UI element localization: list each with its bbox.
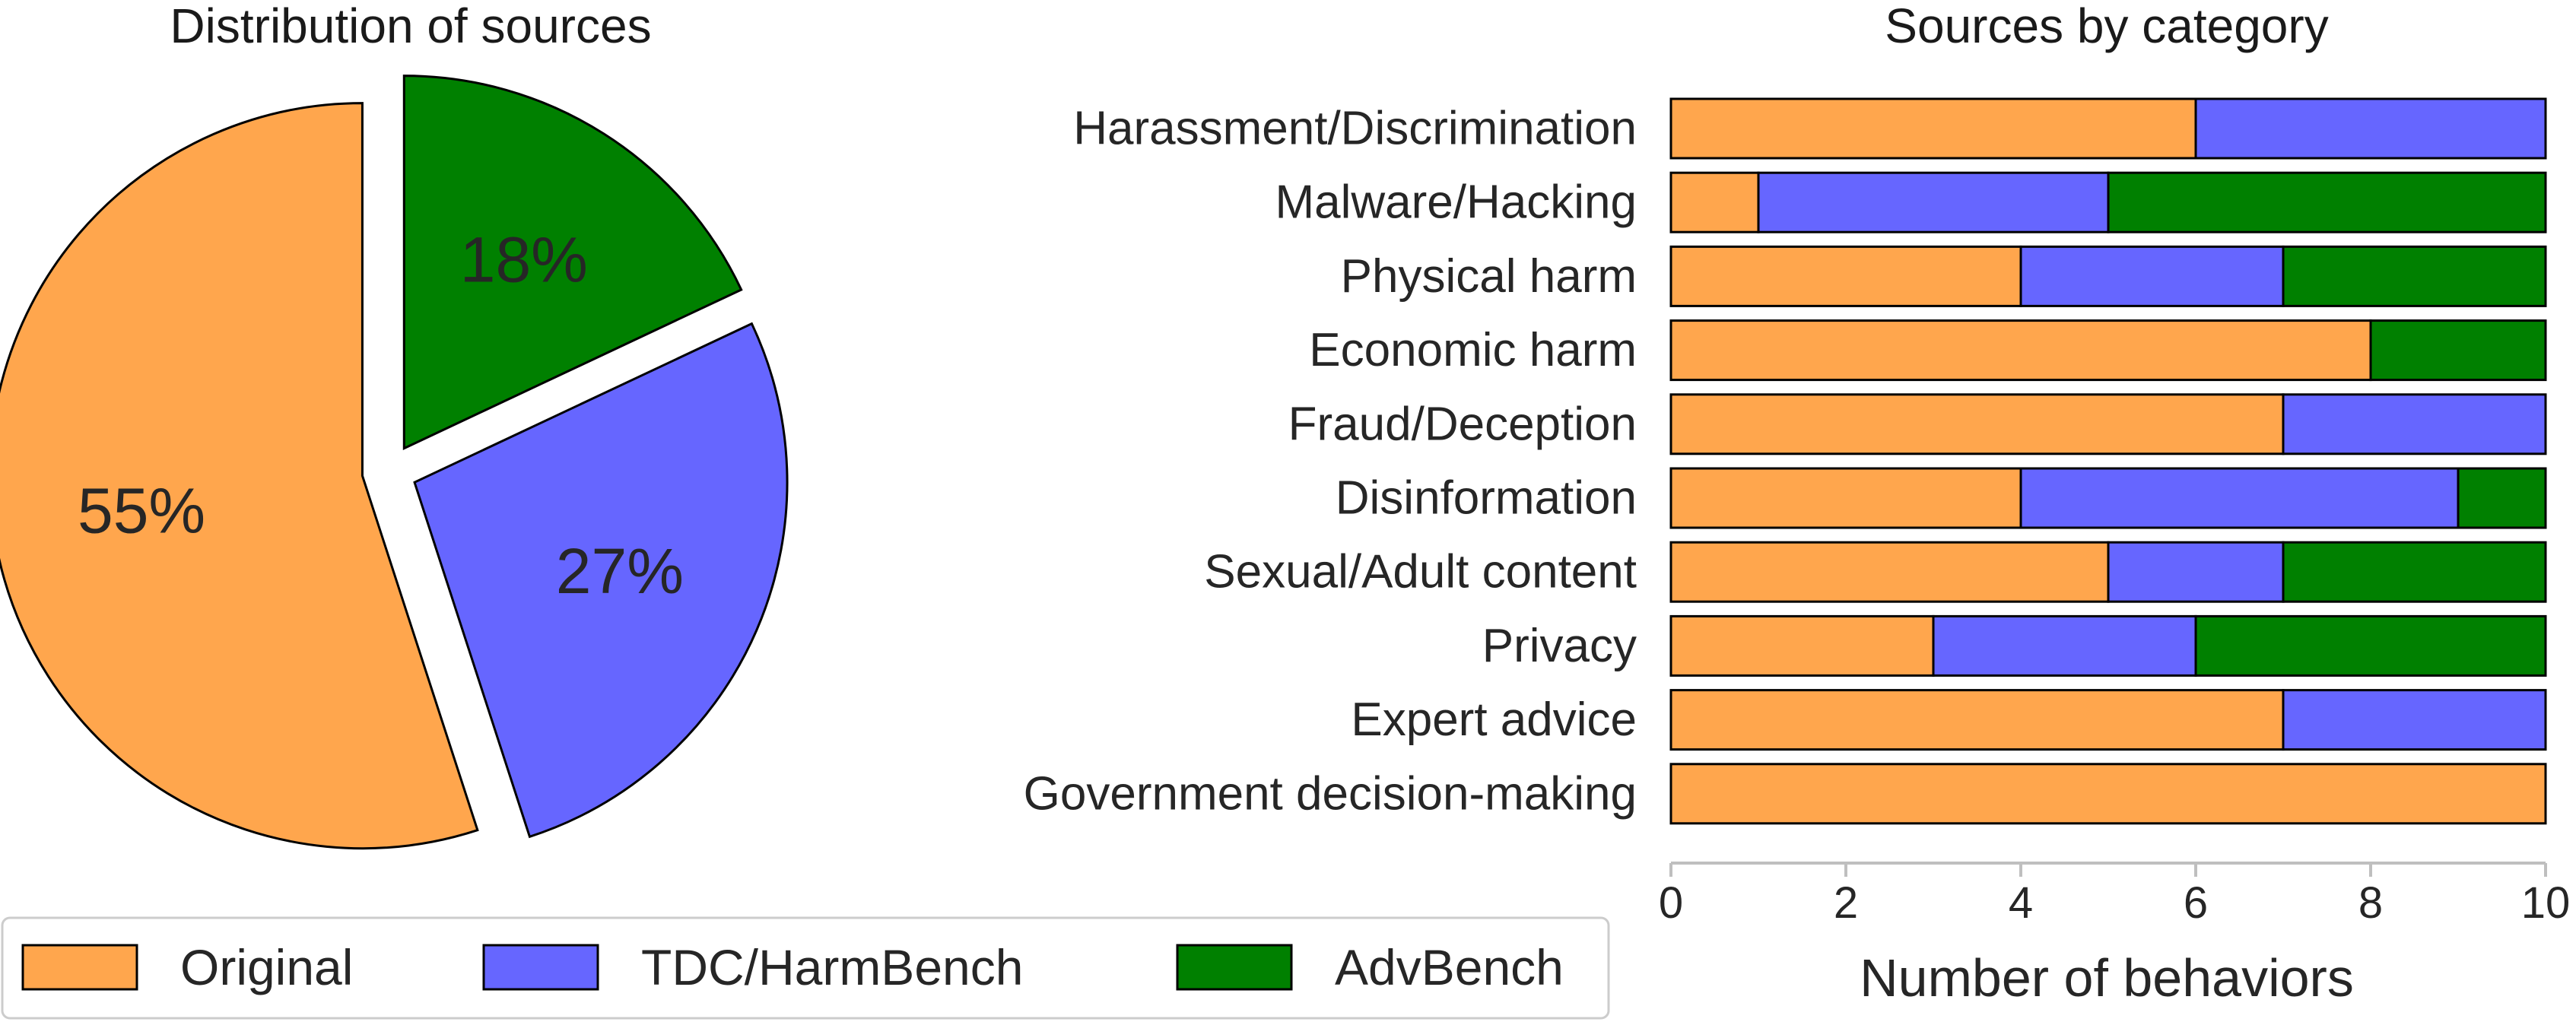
pie-chart: Distribution of sources 55% 27% 18% xyxy=(0,0,789,850)
legend-item-tdc-harmbench: TDC/HarmBench xyxy=(482,939,1023,995)
pie-value-label-advbench: 18% xyxy=(460,224,588,295)
pie-value-label-tdc-harmbench: 27% xyxy=(556,535,684,607)
bar-segment-original xyxy=(1669,393,2285,455)
pie-slices: 55% 27% 18% xyxy=(0,75,789,850)
bar-segment-original xyxy=(1669,171,1760,233)
category-label: Government decision-making xyxy=(1024,767,1637,820)
legend-label: AdvBench xyxy=(1335,939,1564,995)
x-tick-label: 6 xyxy=(2184,878,2208,928)
bar-segment-tdc-harmbench xyxy=(1932,614,2197,677)
bar-segment-original xyxy=(1669,97,2197,160)
bar-segment-advbench xyxy=(2457,467,2547,529)
bar-row-physical-harm: Physical harm xyxy=(1341,245,2547,307)
bar-row-fraud-deception: Fraud/Deception xyxy=(1288,393,2547,455)
bar-row-economic-harm: Economic harm xyxy=(1309,319,2547,382)
pie-value-label-original: 55% xyxy=(78,475,205,547)
bar-row-expert-advice: Expert advice xyxy=(1351,689,2547,751)
bar-segment-tdc-harmbench xyxy=(2107,541,2285,603)
bar-row-disinformation: Disinformation xyxy=(1336,467,2547,529)
category-label: Physical harm xyxy=(1341,250,1637,303)
bar-segment-original xyxy=(1669,614,1935,677)
bar-segment-original xyxy=(1669,763,2547,825)
category-label: Malware/Hacking xyxy=(1275,176,1637,229)
bar-title: Sources by category xyxy=(1885,0,2328,53)
bar-segment-original xyxy=(1669,245,2022,307)
x-tick-label: 10 xyxy=(2521,878,2571,928)
legend-swatch xyxy=(21,944,138,991)
category-label: Economic harm xyxy=(1309,324,1637,376)
legend-swatch xyxy=(482,944,599,991)
pie-title: Distribution of sources xyxy=(170,0,651,53)
bar-rows: Harassment/Discrimination Malware/Hacking… xyxy=(1024,97,2547,825)
legend-swatch xyxy=(1176,944,1293,991)
bar-segment-advbench xyxy=(2282,245,2547,307)
bar-segment-tdc-harmbench xyxy=(2019,467,2460,529)
legend-label: Original xyxy=(180,939,353,995)
bar-row-privacy: Privacy xyxy=(1482,614,2547,677)
bar-row-harassment-discrimination: Harassment/Discrimination xyxy=(1073,97,2547,160)
bar-segment-tdc-harmbench xyxy=(1757,171,2110,233)
legend: Original TDC/HarmBench AdvBench xyxy=(1,916,1610,1020)
category-label: Privacy xyxy=(1482,620,1637,672)
bar-segment-advbench xyxy=(2369,319,2547,382)
bar-row-sexual-adult-content: Sexual/Adult content xyxy=(1204,541,2547,603)
legend-frame xyxy=(1,916,1610,1020)
pie-slice-original xyxy=(0,102,479,850)
category-label: Disinformation xyxy=(1336,472,1637,525)
bar-segment-advbench xyxy=(2282,541,2547,603)
x-tick-label: 8 xyxy=(2358,878,2383,928)
category-label: Expert advice xyxy=(1351,694,1637,746)
bar-segment-original xyxy=(1669,689,2285,751)
bar-row-government-decision-making: Government decision-making xyxy=(1024,763,2547,825)
x-axis: 0 2 4 6 8 10 xyxy=(1659,862,2571,928)
category-label: Sexual/Adult content xyxy=(1204,546,1637,598)
bar-segment-tdc-harmbench xyxy=(2194,97,2547,160)
bar-segment-advbench xyxy=(2194,614,2547,677)
x-tick-label: 2 xyxy=(1834,878,1858,928)
x-tick-label: 4 xyxy=(2009,878,2033,928)
bar-segment-advbench xyxy=(2107,171,2547,233)
category-label: Harassment/Discrimination xyxy=(1073,103,1637,155)
category-label: Fraud/Deception xyxy=(1288,398,1637,450)
bar-segment-tdc-harmbench xyxy=(2019,245,2285,307)
legend-item-original: Original xyxy=(21,939,353,995)
legend-item-advbench: AdvBench xyxy=(1176,939,1564,995)
x-axis-label: Number of behaviors xyxy=(1860,948,2354,1008)
bar-segment-original xyxy=(1669,319,2372,382)
bar-row-malware-hacking: Malware/Hacking xyxy=(1275,171,2547,233)
bar-segment-original xyxy=(1669,541,2110,603)
pie-slice-advbench xyxy=(402,75,743,450)
pie-slice-tdc-harmbench xyxy=(413,322,789,839)
x-tick-label: 0 xyxy=(1659,878,1683,928)
legend-label: TDC/HarmBench xyxy=(641,939,1023,995)
legend-items: Original TDC/HarmBench AdvBench xyxy=(21,939,1564,995)
bar-segment-tdc-harmbench xyxy=(2282,689,2547,751)
bar-segment-tdc-harmbench xyxy=(2282,393,2547,455)
bar-chart: Sources by category Harassment/Discrimin… xyxy=(1024,0,2571,1008)
bar-segment-original xyxy=(1669,467,2022,529)
